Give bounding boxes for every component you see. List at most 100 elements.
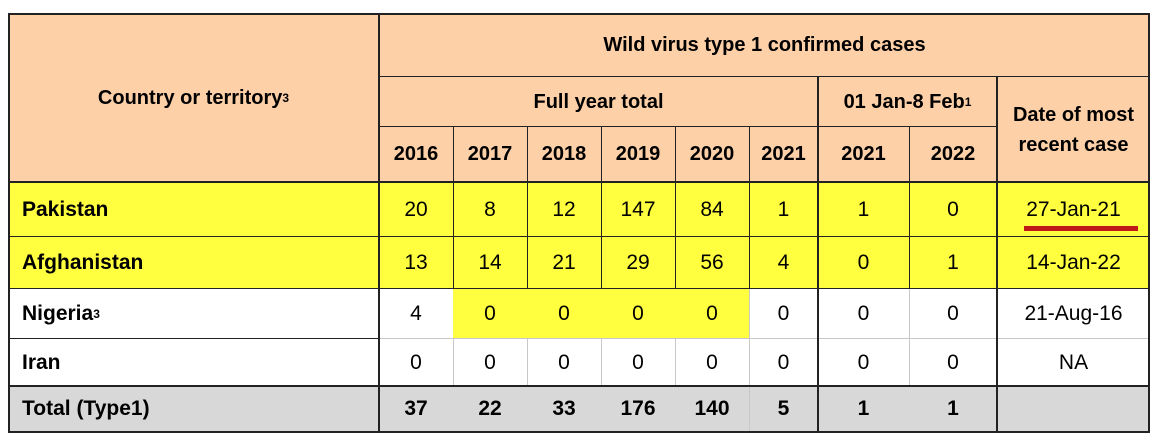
year-label: 2020 [689,143,735,165]
rule [749,127,750,289]
country-name: Pakistan [22,197,109,221]
country-cell-pakistan: Pakistan [8,182,379,237]
value-cell: 0 [453,289,527,339]
cell-value: 0 [857,302,870,325]
total-label: Total (Type1) [22,397,150,420]
country-name: Nigeria [22,302,94,325]
recent-case-line1: Date of most [1012,103,1135,126]
value-cell: 0 [909,289,997,339]
total-cell: 176 [601,386,675,432]
rule [379,76,1150,77]
rule [527,127,528,289]
value-cell: 20 [379,182,453,237]
date-value: 14-Jan-22 [1026,251,1121,274]
total-value: 33 [552,397,576,420]
value-cell: 12 [527,182,601,237]
value-cell: 147 [601,182,675,237]
value-cell: 8 [453,182,527,237]
full-year-label: Full year total [533,90,664,113]
rule [675,127,676,289]
year-label: 2017 [467,143,513,165]
total-label-cell: Total (Type1) [8,386,379,432]
value-cell: 0 [818,237,909,289]
year-header-2021: 2021 [749,127,818,182]
cell-value: 1 [777,197,790,221]
total-cell: 5 [749,386,818,432]
total-cell: 1 [909,386,997,432]
date-cell: 14-Jan-22 [997,237,1150,289]
grid-line [453,339,454,386]
value-cell: 0 [527,289,601,339]
value-cell: 1 [818,182,909,237]
cell-value: 0 [484,350,496,374]
value-cell: 0 [527,339,601,386]
total-date-cell [997,386,1150,432]
rule [453,127,454,289]
value-cell: 0 [675,339,749,386]
cell-value: 0 [777,302,790,325]
country-header: Country or territory 3 [8,14,379,182]
cell-value: 4 [410,302,422,325]
year-header-2021-period: 2021 [818,127,909,182]
date-value: 27-Jan-21 [1026,197,1121,221]
date-cell: NA [997,339,1150,386]
cell-value: 1 [947,251,959,274]
grid-line [601,339,602,386]
value-cell: 14 [453,237,527,289]
value-cell: 0 [601,339,675,386]
year-header-2018: 2018 [527,127,601,182]
rule [8,13,1150,15]
cell-value: 0 [410,350,422,374]
cell-value: 12 [552,197,576,221]
year-header-2020: 2020 [675,127,749,182]
rule [8,431,1150,433]
cell-value: 0 [558,302,570,325]
period-label: 01 Jan-8 Feb [843,90,965,113]
cell-value: 0 [632,350,644,374]
value-cell: 0 [818,289,909,339]
cell-value: 20 [404,197,428,221]
year-header-2017: 2017 [453,127,527,182]
cell-value: 0 [632,302,644,325]
grid-line [675,339,676,386]
cell-value: 0 [558,350,570,374]
main-title-header: Wild virus type 1 confirmed cases [379,14,1150,77]
total-cell: 37 [379,386,453,432]
rule [8,181,1150,183]
value-cell: 0 [453,339,527,386]
rule [1148,13,1150,433]
cell-value: 13 [404,251,428,274]
cell-value: 0 [777,350,790,374]
year-label: 2018 [541,143,587,165]
rule [379,126,997,127]
total-value: 176 [620,397,656,420]
year-label: 2016 [393,143,439,165]
year-label: 2022 [930,143,976,165]
total-cell: 22 [453,386,527,432]
cell-value: 0 [484,302,496,325]
value-cell: 0 [818,339,909,386]
recent-case-header: Date of most recent case [997,77,1150,182]
value-cell: 29 [601,237,675,289]
value-cell: 84 [675,182,749,237]
red-underline-mark [1024,226,1138,231]
rule [8,13,10,433]
recent-case-line2: recent case [1018,133,1129,156]
full-year-header: Full year total [379,77,818,127]
cell-value: 147 [620,197,656,221]
cell-value: 0 [947,302,959,325]
total-value: 22 [478,397,502,420]
cell-value: 29 [626,251,650,274]
grid-line [749,386,750,432]
year-label: 2021 [841,143,886,165]
rule [817,77,819,433]
main-title: Wild virus type 1 confirmed cases [603,34,926,56]
value-cell: 4 [749,237,818,289]
year-header-2022-period: 2022 [909,127,997,182]
country-cell-iran: Iran [8,339,379,386]
cell-value: 0 [947,350,959,374]
cell-value: 1 [857,197,870,221]
value-cell: 0 [749,339,818,386]
value-cell: 1 [909,237,997,289]
